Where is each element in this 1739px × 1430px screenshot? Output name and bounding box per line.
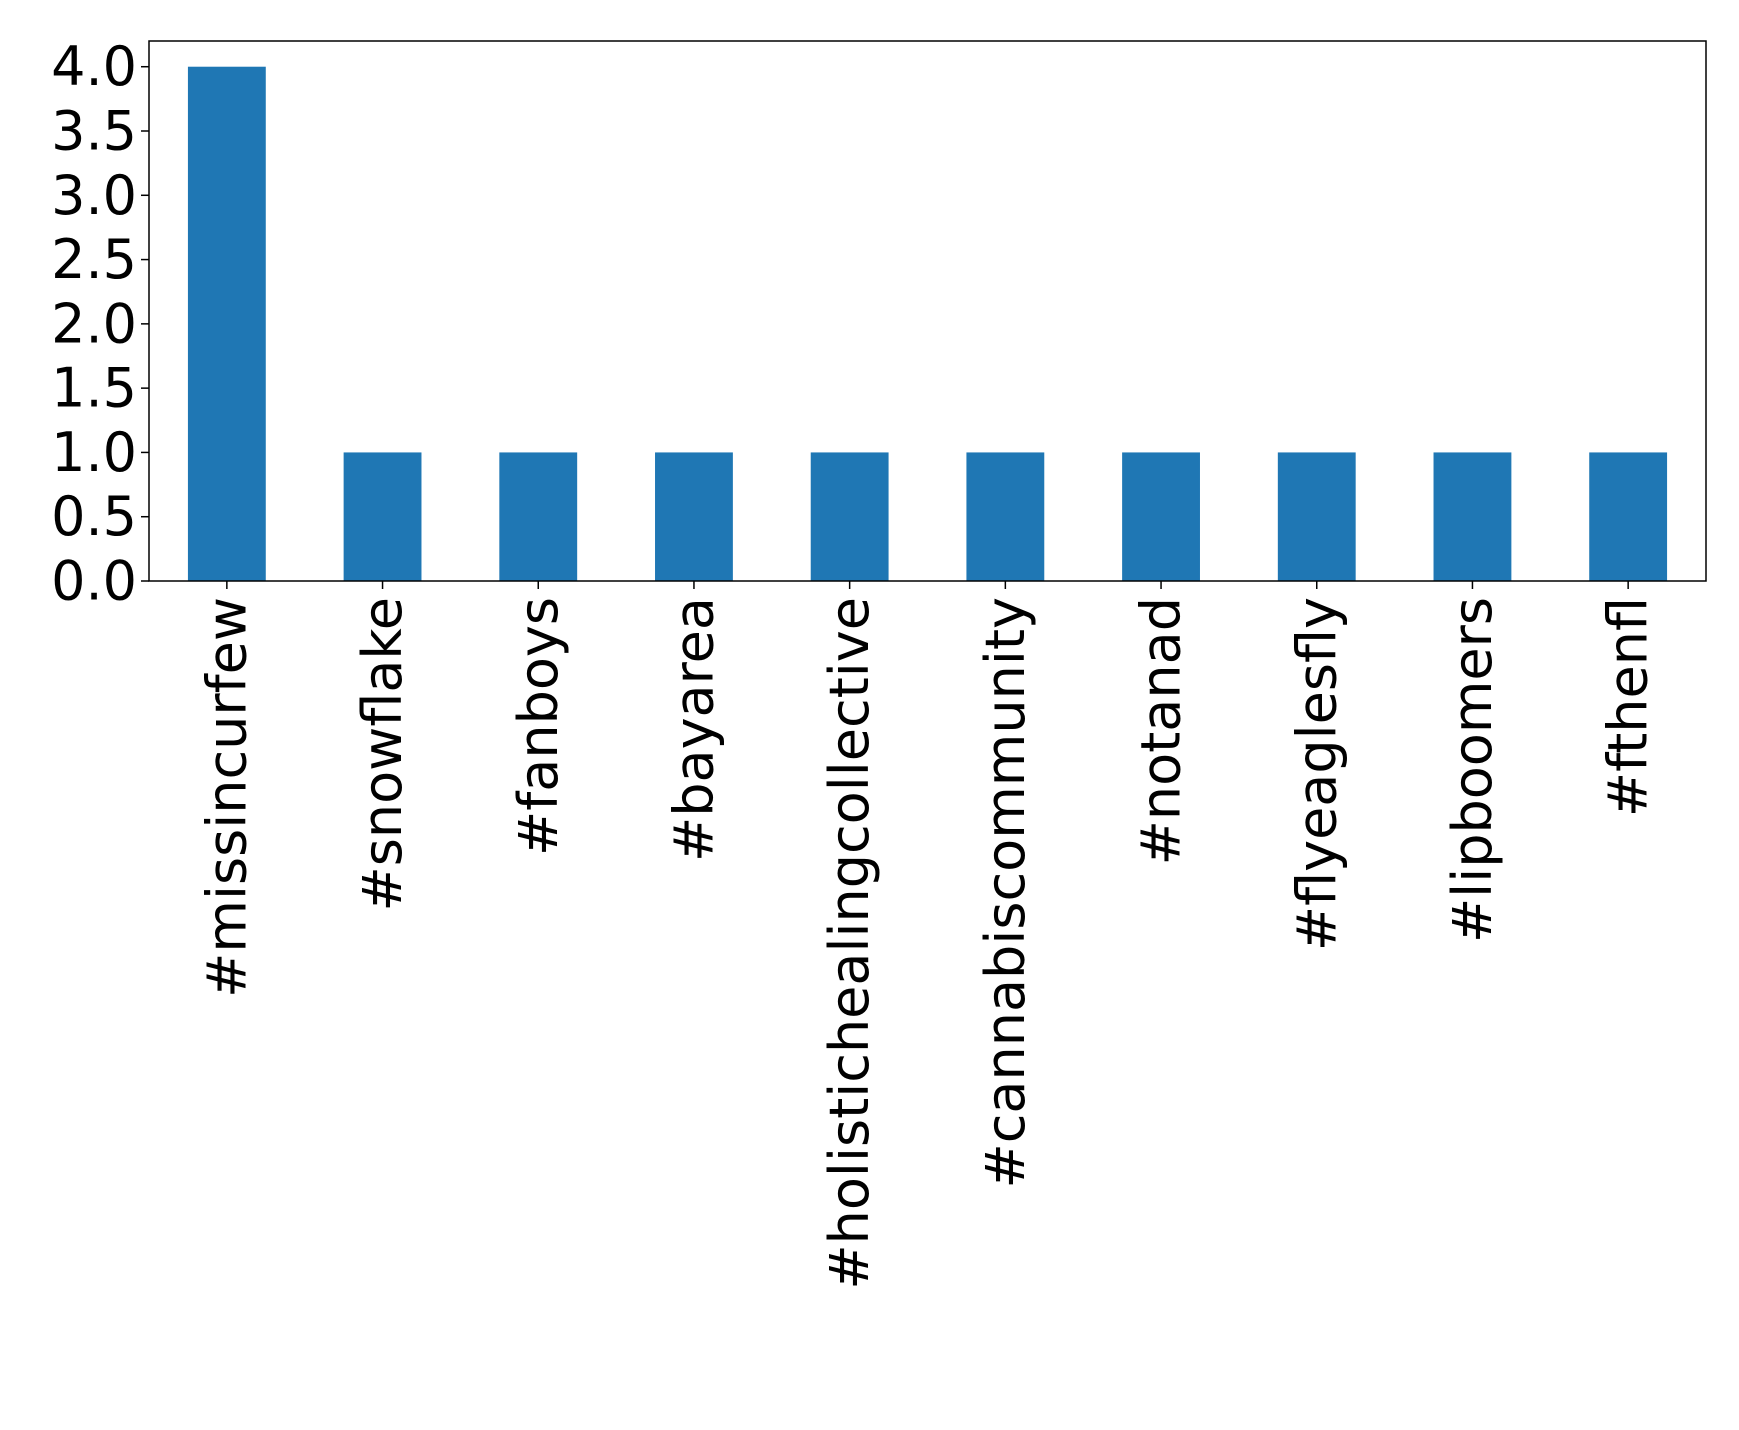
y-tick-label: 0.5	[51, 485, 137, 548]
y-tick-label: 2.0	[51, 292, 137, 355]
x-tick-label: #cannabiscommunity	[974, 597, 1037, 1189]
bar	[343, 452, 422, 581]
x-tick-label: #snowflake	[351, 597, 414, 911]
bar	[810, 452, 889, 581]
y-tick-label: 0.0	[51, 550, 137, 613]
bar	[655, 452, 733, 581]
bar	[187, 66, 266, 581]
y-tick-label: 3.0	[51, 164, 137, 227]
x-tick-label: #lipboomers	[1441, 597, 1504, 943]
x-tick-label: #fanboys	[507, 597, 570, 856]
y-tick-label: 1.0	[51, 421, 137, 484]
x-tick-label: #missincurfew	[195, 597, 258, 998]
plot-frame	[148, 40, 1707, 582]
x-tick-label: #holistichealingcollective	[818, 597, 881, 1290]
y-tick-label: 2.5	[51, 228, 137, 291]
y-tick-label: 3.5	[51, 100, 137, 163]
bar	[1433, 452, 1512, 581]
y-tick-label: 1.5	[51, 357, 137, 420]
bar	[1122, 452, 1200, 581]
x-tick-label: #fthenfl	[1597, 597, 1660, 817]
bar	[1277, 452, 1356, 581]
x-tick-label: #flyeaglesfly	[1285, 597, 1348, 951]
x-tick-label: #notanad	[1130, 597, 1193, 865]
x-tick-label: #bayarea	[662, 597, 725, 862]
bar	[1589, 452, 1668, 581]
y-tick-label: 4.0	[51, 35, 137, 98]
bar	[499, 452, 578, 581]
bar	[966, 452, 1045, 581]
